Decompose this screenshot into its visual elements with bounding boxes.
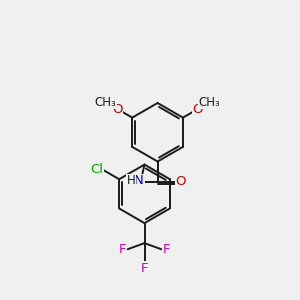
Text: O: O [192, 103, 203, 116]
Text: O: O [176, 175, 186, 188]
Text: Cl: Cl [91, 164, 103, 176]
Text: CH₃: CH₃ [199, 96, 220, 109]
Text: O: O [112, 103, 123, 116]
Text: F: F [141, 262, 148, 275]
Text: F: F [162, 243, 170, 256]
Text: CH₃: CH₃ [95, 96, 116, 109]
Text: H: H [127, 174, 136, 187]
Text: N: N [134, 174, 144, 187]
Text: F: F [119, 243, 127, 256]
